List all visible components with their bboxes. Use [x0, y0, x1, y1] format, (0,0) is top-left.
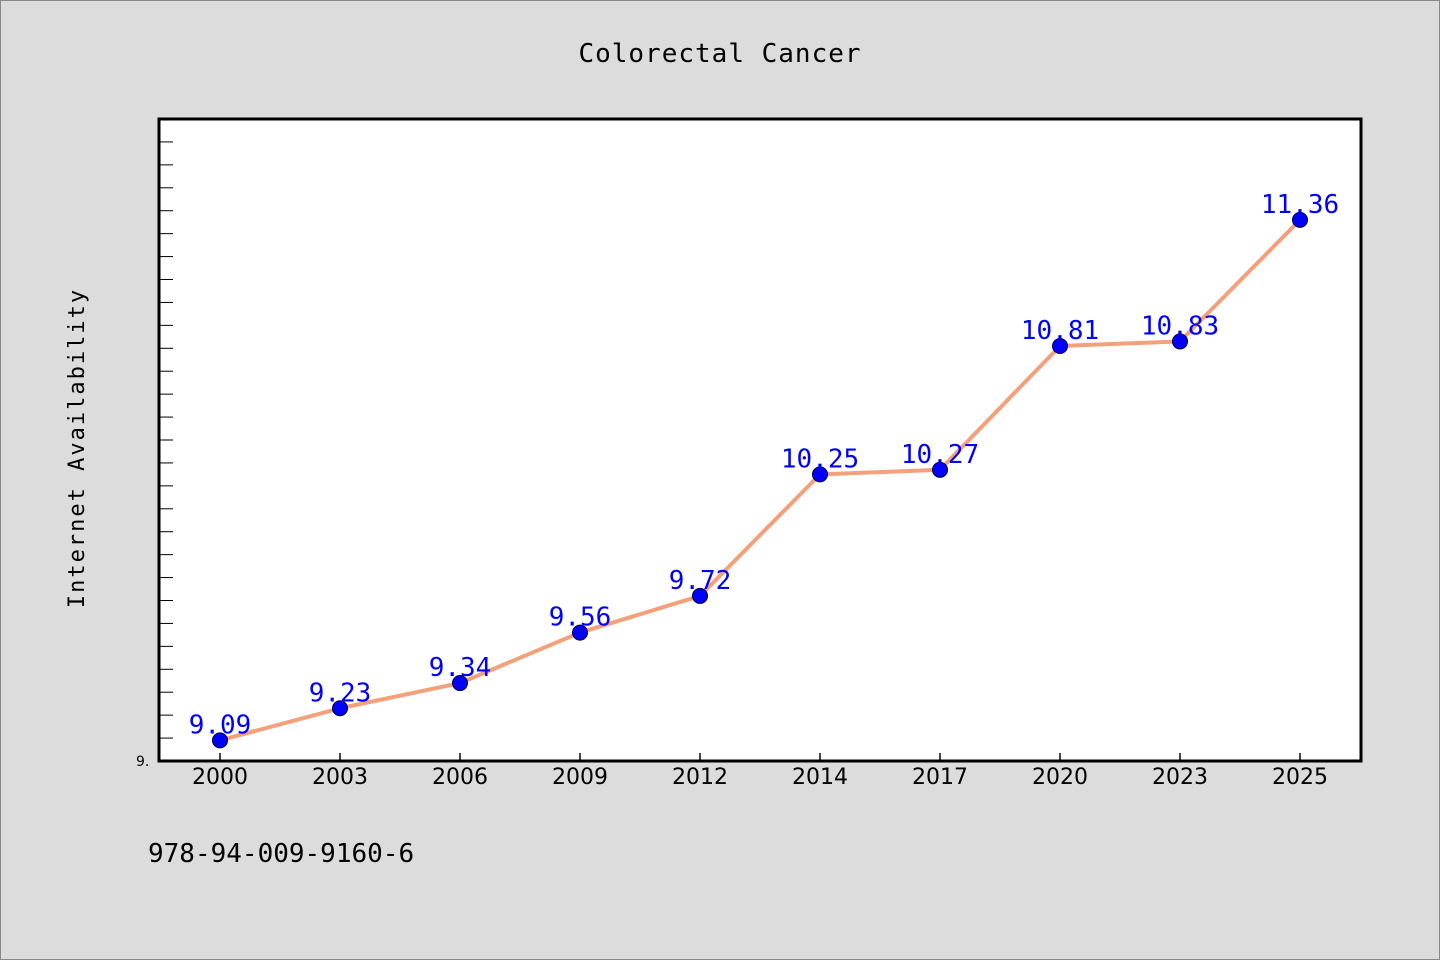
x-tick-label: 2003 [312, 765, 368, 790]
x-tick-label: 2012 [672, 765, 728, 790]
y-tick-label: 9. [136, 754, 149, 770]
chart-title: Colorectal Cancer [578, 39, 861, 69]
data-label: 9.34 [429, 653, 492, 683]
data-label: 9.56 [549, 603, 612, 633]
data-label: 10.27 [901, 440, 979, 470]
data-label: 9.09 [189, 710, 252, 740]
data-point [1292, 211, 1308, 228]
data-point [1172, 333, 1188, 350]
x-axis-ticks: 2000 2003 2006 2009 2012 2014 2017 2020 2023 2025 [192, 753, 1328, 790]
x-tick-label: 2006 [432, 765, 488, 790]
y-axis-label: Internet Availability [65, 288, 90, 608]
data-point [692, 587, 708, 604]
data-point [452, 675, 468, 692]
x-tick-label: 2017 [912, 765, 968, 790]
plot-area [157, 117, 1363, 763]
series-line-group [218, 217, 1302, 743]
x-tick-label: 2020 [1032, 765, 1088, 790]
data-point [932, 461, 948, 478]
x-tick-label: 2009 [552, 765, 608, 790]
data-label: 9.23 [309, 678, 372, 708]
data-point [212, 732, 228, 749]
x-tick-label: 2000 [192, 765, 248, 790]
data-point [812, 466, 828, 483]
data-point [1052, 337, 1068, 354]
x-tick-label: 2014 [792, 765, 848, 790]
data-point [332, 700, 348, 717]
data-label: 10.83 [1141, 311, 1219, 341]
data-label: 10.81 [1021, 316, 1099, 346]
y-axis-ticks [159, 141, 173, 739]
data-label: 10.25 [781, 444, 859, 474]
data-label: 11.36 [1261, 190, 1339, 220]
data-markers [212, 211, 1308, 749]
x-tick-label: 2023 [1152, 765, 1208, 790]
x-tick-label: 2025 [1272, 765, 1328, 790]
data-labels: 9.09 9.23 9.34 9.56 9.72 10.25 10.27 10.81 10.83… [189, 190, 1339, 740]
footer-isbn: 978-94-009-9160-6 [148, 839, 414, 869]
series-line [218, 217, 1302, 743]
data-point [572, 624, 588, 641]
data-label: 9.72 [669, 566, 732, 596]
